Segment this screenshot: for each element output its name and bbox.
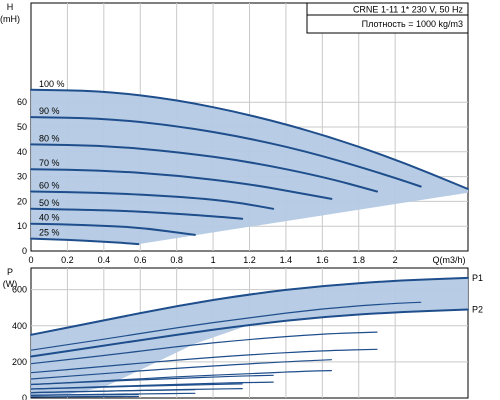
curve-40- [30, 222, 196, 236]
curve-p2 [30, 308, 469, 358]
y-tick-label: 50 [17, 122, 27, 132]
y-axis-unit: (mH) [0, 14, 20, 24]
x-tick-label: 0.8 [170, 255, 183, 265]
curve-p-3 [30, 331, 378, 365]
y-axis-unit: (W) [3, 279, 18, 289]
y-tick-label: 20 [17, 196, 27, 206]
curve-label: P2 [472, 305, 483, 315]
curve-90- [30, 116, 422, 188]
curve-label: P1 [472, 273, 483, 283]
curve-p-5 [30, 359, 332, 380]
y-tick-label: 0 [22, 393, 27, 400]
curve-100- [30, 88, 469, 190]
curve-50- [30, 207, 244, 220]
operating-range-area [31, 277, 468, 397]
x-tick-label: 1 [211, 255, 216, 265]
power-chart-panel: P1 P2 0 200 400 600 P (W) [3, 267, 483, 400]
curve-p-11 [30, 389, 196, 394]
head-chart-panel: 100 %90 %80 %70 %60 %50 %40 %25 %0102030… [0, 2, 469, 265]
pump-model-label: CRNE 1-11 1* 230 V, 50 Hz [353, 5, 464, 15]
y-tick-label: 0 [22, 246, 27, 256]
density-label: Плотность = 1000 kg/m3 [362, 19, 463, 29]
x-tick-label: 1.4 [280, 255, 293, 265]
curve-label: 80 % [39, 133, 60, 143]
x-axis-label: Q(m3/h) [432, 255, 465, 265]
curve-p-7 [30, 374, 274, 386]
y-tick-label: 30 [17, 172, 27, 182]
x-tick-label: 0.2 [61, 255, 74, 265]
curve-p-9 [30, 383, 243, 390]
curve-label: 60 % [39, 180, 60, 190]
curve-p-14 [30, 395, 139, 398]
pump-info-box: CRNE 1-11 1* 230 V, 50 Hz Плотность = 100… [306, 2, 469, 34]
x-tick-label: 2 [393, 255, 398, 265]
curve-60- [30, 190, 275, 210]
x-tick-label: 0 [28, 255, 33, 265]
y-tick-label: 600 [12, 285, 27, 295]
x-tick-label: 0.6 [134, 255, 147, 265]
curve-label: 50 % [39, 198, 60, 208]
y-axis-label: H [7, 2, 14, 12]
y-tick-label: 400 [12, 321, 27, 331]
curve-label: 90 % [39, 106, 60, 116]
curve-p-4 [30, 348, 378, 374]
operating-range-area [31, 89, 468, 245]
curve-p1 [30, 276, 469, 336]
x-tick-label: 1.8 [352, 255, 365, 265]
info-box-frame [306, 2, 469, 34]
curve-label: 70 % [39, 158, 60, 168]
y-tick-label: 10 [17, 221, 27, 231]
y-axis-label: P [7, 267, 13, 277]
curve-label: 40 % [39, 213, 60, 223]
curve-label: 100 % [39, 79, 65, 89]
curve-p-13 [30, 393, 139, 396]
x-tick-label: 0.4 [98, 255, 111, 265]
x-tick-label: 1.2 [243, 255, 256, 265]
y-tick-label: 60 [17, 97, 27, 107]
x-tick-label: 1.6 [316, 255, 329, 265]
y-tick-label: 200 [12, 357, 27, 367]
curve-p-2 [30, 301, 422, 351]
curve-80- [30, 143, 378, 193]
curve-25- [30, 237, 140, 246]
y-tick-label: 40 [17, 147, 27, 157]
curve-70- [30, 168, 333, 200]
curve-label: 25 % [39, 228, 60, 238]
